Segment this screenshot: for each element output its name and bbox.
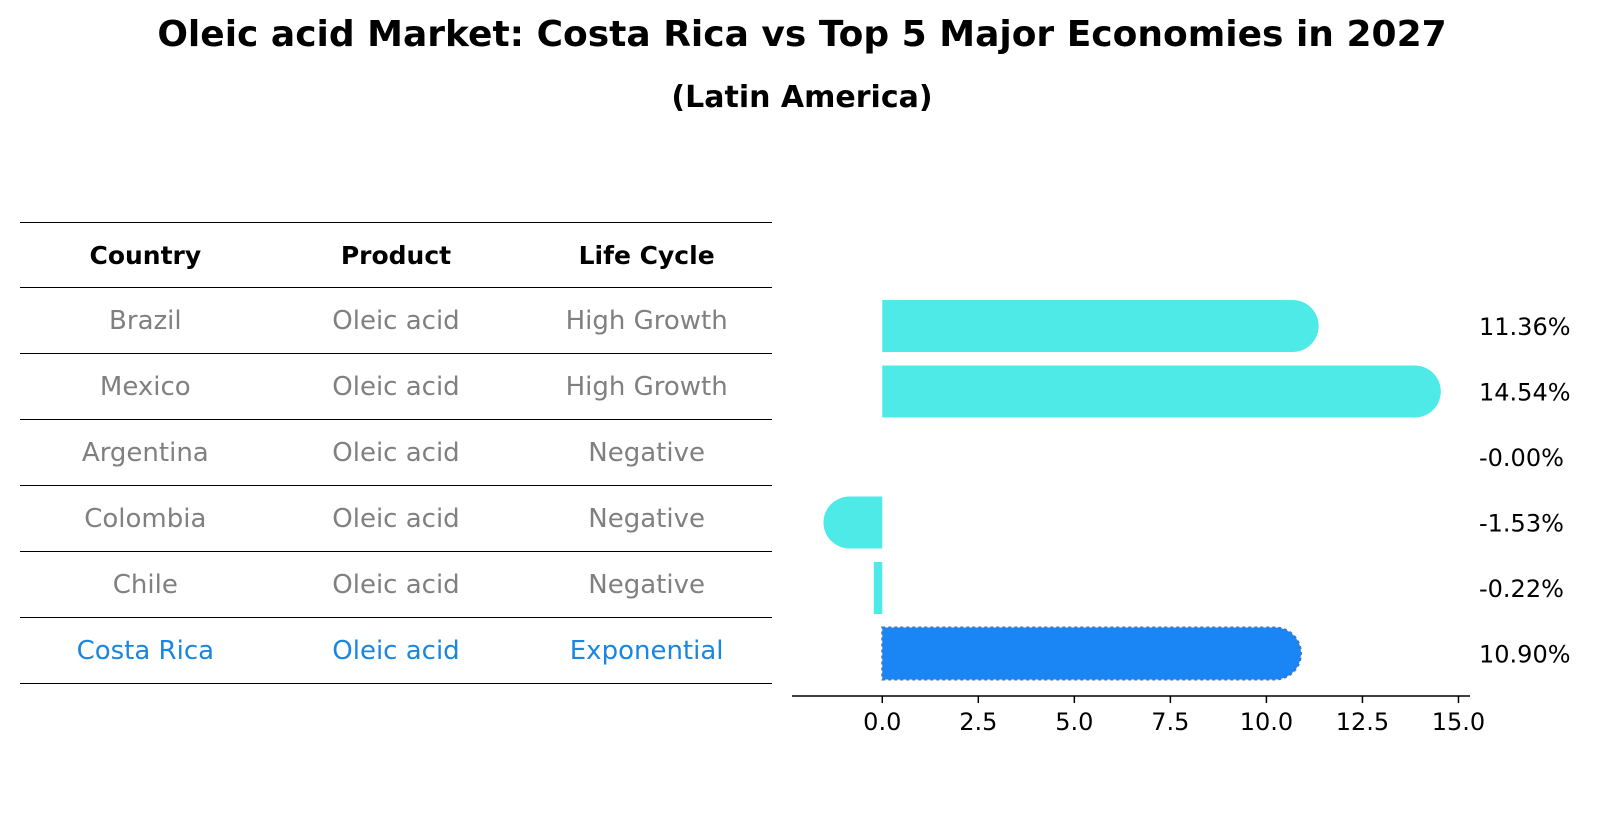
x-tick-label: 12.5 [1336, 708, 1389, 736]
product-cell: Oleic acid [332, 503, 460, 534]
life-cycle-cell: Exponential [569, 635, 724, 666]
header-life-cycle: Life Cycle [578, 240, 715, 270]
x-tick-label: 7.5 [1151, 708, 1189, 736]
table-row: Argentina Oleic acid Negative [20, 420, 772, 486]
product-cell: Oleic acid [332, 371, 460, 402]
header-product: Product [340, 240, 452, 270]
bar-mexico [882, 365, 1441, 418]
country-cell: Costa Rica [76, 635, 215, 666]
x-tick-label: 15.0 [1432, 708, 1485, 736]
life-cycle-cell: High Growth [565, 305, 728, 336]
life-cycle-cell: Negative [588, 569, 705, 600]
bar-brazil [882, 300, 1319, 352]
country-cell: Mexico [99, 371, 191, 402]
x-tick-label: 0.0 [863, 708, 901, 736]
table-row-highlight: Costa Rica Oleic acid Exponential [20, 618, 772, 684]
bar-value-label: 10.90% [1479, 641, 1571, 669]
bar-value-label: -0.22% [1479, 575, 1564, 603]
country-cell: Argentina [81, 437, 209, 468]
data-table: Country Product Life Cycle Brazil Oleic … [20, 222, 772, 684]
product-cell: Oleic acid [332, 569, 460, 600]
bar-value-label: -1.53% [1479, 510, 1564, 538]
bar-value-label: -0.00% [1479, 444, 1564, 472]
product-cell: Oleic acid [332, 437, 460, 468]
header-country: Country [89, 240, 202, 270]
table-header-row: Country Product Life Cycle [20, 222, 772, 288]
x-tick-label: 5.0 [1055, 708, 1093, 736]
table-row: Brazil Oleic acid High Growth [20, 288, 772, 354]
product-cell: Oleic acid [332, 635, 460, 666]
table-row: Mexico Oleic acid High Growth [20, 354, 772, 420]
product-cell: Oleic acid [332, 305, 460, 336]
bar-costa-rica [881, 626, 1302, 681]
life-cycle-cell: High Growth [565, 371, 728, 402]
bar-value-label: 11.36% [1479, 313, 1571, 341]
life-cycle-cell: Negative [588, 437, 705, 468]
bar-colombia [823, 496, 883, 549]
chart-title: Oleic acid Market: Costa Rica vs Top 5 M… [157, 14, 1447, 55]
country-cell: Chile [112, 569, 178, 600]
bar-value-label: 14.54% [1479, 379, 1571, 407]
x-tick-label: 10.0 [1240, 708, 1293, 736]
chart-subtitle: (Latin America) [671, 80, 933, 115]
bar-chile [873, 562, 883, 614]
country-cell: Colombia [84, 503, 207, 534]
x-tick-label: 2.5 [959, 708, 997, 736]
table-row: Chile Oleic acid Negative [20, 552, 772, 618]
life-cycle-cell: Negative [588, 503, 705, 534]
table-row: Colombia Oleic acid Negative [20, 486, 772, 552]
country-cell: Brazil [109, 305, 182, 336]
